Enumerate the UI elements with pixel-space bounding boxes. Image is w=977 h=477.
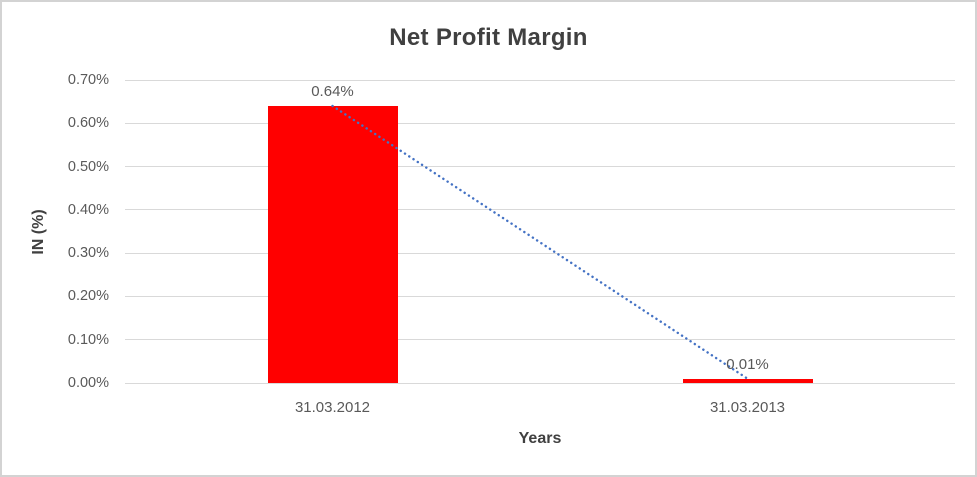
gridline — [125, 382, 955, 384]
y-tick-label: 0.60% — [67, 115, 109, 132]
y-tick-label: 0.00% — [67, 375, 109, 391]
gridline — [125, 339, 955, 341]
gridline — [125, 209, 955, 211]
bar-31.03.2012 — [267, 105, 398, 383]
y-tick-label: 0.30% — [67, 245, 109, 262]
gridline — [125, 252, 955, 254]
y-tick-label: 0.40% — [67, 201, 109, 218]
y-tick-label: 0.50% — [67, 158, 109, 175]
y-tick-label: 0.10% — [67, 331, 109, 348]
gridline — [125, 166, 955, 168]
x-tick-label: 31.03.2012 — [294, 399, 371, 416]
gridline — [125, 122, 955, 124]
gridline — [125, 79, 955, 81]
y-tick-label: 0.20% — [67, 288, 109, 305]
gridline — [125, 295, 955, 297]
bar-data-label: 0.01% — [726, 355, 769, 373]
bar-31.03.2013 — [682, 378, 813, 383]
chart-title: Net Profit Margin — [389, 24, 588, 51]
bar-data-label: 0.64% — [311, 82, 354, 100]
plot-area: 0.64% 0.01% — [125, 79, 955, 384]
trendline-dotted — [331, 104, 749, 380]
y-tick-label: 0.70% — [67, 72, 109, 88]
x-tick-label: 31.03.2013 — [709, 399, 786, 416]
x-axis-title: Years — [518, 430, 562, 447]
trendline-segment — [331, 104, 749, 380]
